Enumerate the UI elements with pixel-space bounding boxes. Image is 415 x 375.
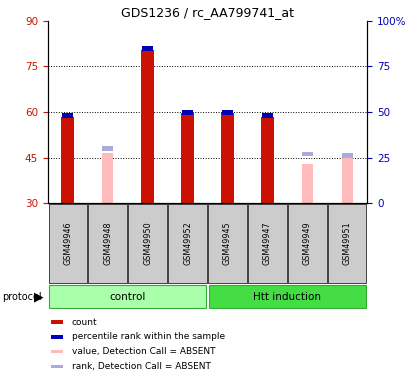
Text: GSM49952: GSM49952	[183, 222, 192, 266]
Text: rank, Detection Call = ABSENT: rank, Detection Call = ABSENT	[72, 362, 210, 371]
Bar	[141, 50, 154, 203]
Text: protocol: protocol	[2, 292, 42, 302]
Text: percentile rank within the sample: percentile rank within the sample	[72, 332, 225, 341]
Bar	[342, 156, 353, 203]
Text: Htt induction: Htt induction	[254, 292, 321, 302]
Bar	[208, 204, 247, 283]
Text: GSM49949: GSM49949	[303, 222, 312, 266]
Bar	[328, 204, 366, 283]
Bar	[222, 110, 233, 115]
Bar	[61, 117, 74, 203]
Bar	[181, 114, 194, 203]
Text: GSM49950: GSM49950	[143, 222, 152, 266]
Bar	[51, 365, 63, 368]
Text: GSM49946: GSM49946	[63, 222, 72, 266]
Text: GSM49945: GSM49945	[223, 222, 232, 266]
Bar	[168, 204, 207, 283]
Text: ▶: ▶	[34, 290, 44, 303]
Bar	[88, 204, 127, 283]
Text: count: count	[72, 318, 97, 327]
Bar	[342, 153, 353, 158]
Text: control: control	[110, 292, 146, 302]
Bar	[209, 285, 366, 308]
Bar	[182, 110, 193, 115]
Text: value, Detection Call = ABSENT: value, Detection Call = ABSENT	[72, 347, 215, 356]
Bar	[62, 113, 73, 118]
Bar	[51, 320, 63, 324]
Bar	[248, 204, 287, 283]
Bar	[49, 285, 206, 308]
Bar	[102, 153, 113, 203]
Text: GSM49948: GSM49948	[103, 222, 112, 266]
Bar	[302, 152, 313, 156]
Text: GSM49947: GSM49947	[263, 222, 272, 266]
Bar	[262, 113, 273, 118]
Text: GDS1236 / rc_AA799741_at: GDS1236 / rc_AA799741_at	[121, 6, 294, 19]
Bar	[261, 117, 274, 203]
Bar	[288, 204, 327, 283]
Text: GSM49951: GSM49951	[343, 222, 352, 266]
Bar	[102, 146, 113, 151]
Bar	[142, 46, 153, 51]
Bar	[128, 204, 167, 283]
Bar	[51, 335, 63, 339]
Bar	[49, 204, 87, 283]
Bar	[302, 164, 313, 203]
Bar	[221, 114, 234, 203]
Bar	[51, 350, 63, 354]
